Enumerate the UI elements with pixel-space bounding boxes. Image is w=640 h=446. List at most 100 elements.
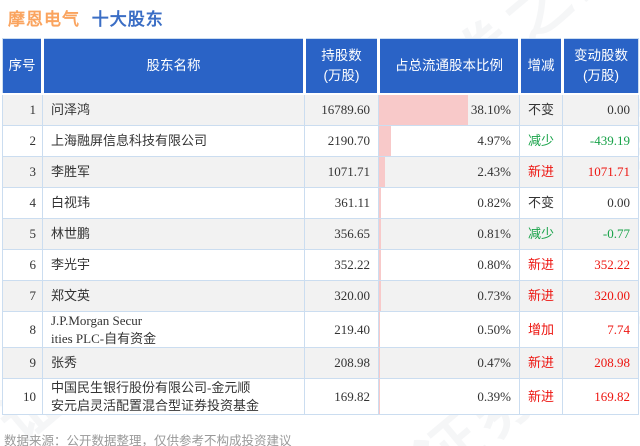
float-pct-cell: 4.97% xyxy=(378,125,520,157)
data-source-note: 数据来源：公开数据整理，仅供参考不构成投资建议 xyxy=(4,434,292,446)
change-shares-cell: 352.22 xyxy=(562,249,639,281)
pct-bar xyxy=(379,188,381,218)
col-header-change-type: 增减 xyxy=(519,38,564,95)
table-row: 5 林世鹏 356.65 0.81% 减少 -0.77 xyxy=(2,218,639,250)
change-shares-cell: 208.98 xyxy=(562,347,639,380)
shareholder-name-cell: 上海融屏信息科技有限公司 xyxy=(42,125,305,157)
shareholders-table: 序号 股东名称 持股数 (万股) 占总流通股本比例 增减 变动股数 (万股) 1… xyxy=(2,38,639,416)
float-pct-cell: 38.10% xyxy=(378,93,520,126)
pct-value: 0.47% xyxy=(477,355,511,371)
pct-bar xyxy=(379,250,381,280)
shares-held-cell: 356.65 xyxy=(304,218,379,250)
table-row: 3 李胜军 1071.71 2.43% 新进 1071.71 xyxy=(2,156,639,188)
pct-value: 38.10% xyxy=(470,102,511,118)
pct-bar xyxy=(379,379,380,415)
pct-value: 2.43% xyxy=(477,164,511,180)
pct-value: 0.39% xyxy=(477,388,511,404)
rank-cell: 6 xyxy=(2,249,43,281)
change-type-cell: 不变 xyxy=(519,93,563,126)
rank-cell: 4 xyxy=(2,187,43,219)
shareholder-name-cell: 李光宇 xyxy=(42,249,305,281)
float-pct-cell: 0.50% xyxy=(378,310,520,349)
pct-value: 0.81% xyxy=(477,226,511,242)
col-header-float-pct: 占总流通股本比例 xyxy=(378,38,521,95)
col-header-shares-held: 持股数 (万股) xyxy=(304,38,380,95)
shares-held-cell: 2190.70 xyxy=(304,125,379,157)
shares-held-cell: 361.11 xyxy=(304,187,379,219)
page-title: 摩恩电气 十大股东 xyxy=(8,5,164,30)
pct-value: 4.97% xyxy=(477,133,511,149)
col-header-shareholder-name: 股东名称 xyxy=(42,38,306,95)
change-shares-cell: 0.00 xyxy=(562,187,639,219)
table-row: 10 中国民生银行股份有限公司-金元顺 安元启灵活配置混合型证券投资基金 169.8… xyxy=(2,378,639,416)
shares-held-cell: 16789.60 xyxy=(304,93,379,126)
shareholder-table-body: 1 问泽鸿 16789.60 38.10% 不变 0.00 2 上海融屏信息科技有限公司 219… xyxy=(2,93,639,416)
rank-cell: 2 xyxy=(2,125,43,157)
table-row: 7 郑文英 320.00 0.73% 新进 320.00 xyxy=(2,280,639,312)
pct-bar xyxy=(379,95,469,125)
rank-cell: 10 xyxy=(2,378,43,416)
shares-held-cell: 219.40 xyxy=(304,310,379,349)
change-shares-cell: 0.00 xyxy=(562,93,639,126)
table-row: 4 白视玮 361.11 0.82% 不变 0.00 xyxy=(2,187,639,219)
table-row: 6 李光宇 352.22 0.80% 新进 352.22 xyxy=(2,249,639,281)
shares-held-cell: 320.00 xyxy=(304,280,379,312)
pct-value: 0.50% xyxy=(477,321,511,337)
change-shares-cell: -0.77 xyxy=(562,218,639,250)
shareholder-name-cell: 中国民生银行股份有限公司-金元顺 安元启灵活配置混合型证券投资基金 xyxy=(42,378,305,416)
pct-bar xyxy=(379,219,381,249)
shareholder-name-cell: 张秀 xyxy=(42,347,305,380)
change-type-cell: 不变 xyxy=(519,187,563,219)
shareholder-name-cell: J.P.Morgan Secur ities PLC-自有资金 xyxy=(42,310,305,349)
change-type-cell: 新进 xyxy=(519,347,563,380)
shareholder-name-cell: 郑文英 xyxy=(42,280,305,312)
change-type-cell: 新进 xyxy=(519,378,563,416)
shares-held-cell: 208.98 xyxy=(304,347,379,380)
rank-cell: 5 xyxy=(2,218,43,250)
change-type-cell: 新进 xyxy=(519,249,563,281)
header-row: 序号 股东名称 持股数 (万股) 占总流通股本比例 增减 变动股数 (万股) xyxy=(2,38,639,95)
table-row: 9 张秀 208.98 0.47% 新进 208.98 xyxy=(2,347,639,380)
pct-value: 0.80% xyxy=(477,257,511,273)
pct-bar xyxy=(379,348,381,379)
col-header-rank: 序号 xyxy=(2,38,44,95)
float-pct-cell: 0.39% xyxy=(378,378,520,416)
rank-cell: 1 xyxy=(2,93,43,126)
pct-bar xyxy=(379,157,385,187)
shareholder-name-cell: 林世鹏 xyxy=(42,218,305,250)
float-pct-cell: 0.73% xyxy=(378,280,520,312)
change-shares-cell: 7.74 xyxy=(562,310,639,349)
pct-value: 0.73% xyxy=(477,288,511,304)
shares-held-cell: 352.22 xyxy=(304,249,379,281)
table-row: 2 上海融屏信息科技有限公司 2190.70 4.97% 减少 -439.19 xyxy=(2,125,639,157)
rank-cell: 8 xyxy=(2,310,43,349)
float-pct-cell: 2.43% xyxy=(378,156,520,188)
change-type-cell: 增加 xyxy=(519,310,563,349)
report-name: 十大股东 xyxy=(91,10,164,29)
pct-bar xyxy=(379,281,381,311)
shares-held-cell: 1071.71 xyxy=(304,156,379,188)
rank-cell: 3 xyxy=(2,156,43,188)
change-shares-cell: 169.82 xyxy=(562,378,639,416)
pct-bar xyxy=(379,126,391,156)
table-row: 8 J.P.Morgan Secur ities PLC-自有资金 219.40 0.… xyxy=(2,310,639,349)
change-shares-cell: 1071.71 xyxy=(562,156,639,188)
float-pct-cell: 0.80% xyxy=(378,249,520,281)
change-type-cell: 减少 xyxy=(519,125,563,157)
pct-value: 0.82% xyxy=(477,195,511,211)
stock-name: 摩恩电气 xyxy=(8,10,80,29)
table-row: 1 问泽鸿 16789.60 38.10% 不变 0.00 xyxy=(2,93,639,126)
pct-bar xyxy=(379,312,381,348)
float-pct-cell: 0.82% xyxy=(378,187,520,219)
shares-held-cell: 169.82 xyxy=(304,378,379,416)
shareholder-name-cell: 问泽鸿 xyxy=(42,93,305,126)
shareholder-name-cell: 白视玮 xyxy=(42,187,305,219)
change-type-cell: 减少 xyxy=(519,218,563,250)
float-pct-cell: 0.47% xyxy=(378,347,520,380)
table-header: 序号 股东名称 持股数 (万股) 占总流通股本比例 增减 变动股数 (万股) xyxy=(2,38,639,95)
shareholder-name-cell: 李胜军 xyxy=(42,156,305,188)
change-type-cell: 新进 xyxy=(519,156,563,188)
change-shares-cell: 320.00 xyxy=(562,280,639,312)
change-shares-cell: -439.19 xyxy=(562,125,639,157)
